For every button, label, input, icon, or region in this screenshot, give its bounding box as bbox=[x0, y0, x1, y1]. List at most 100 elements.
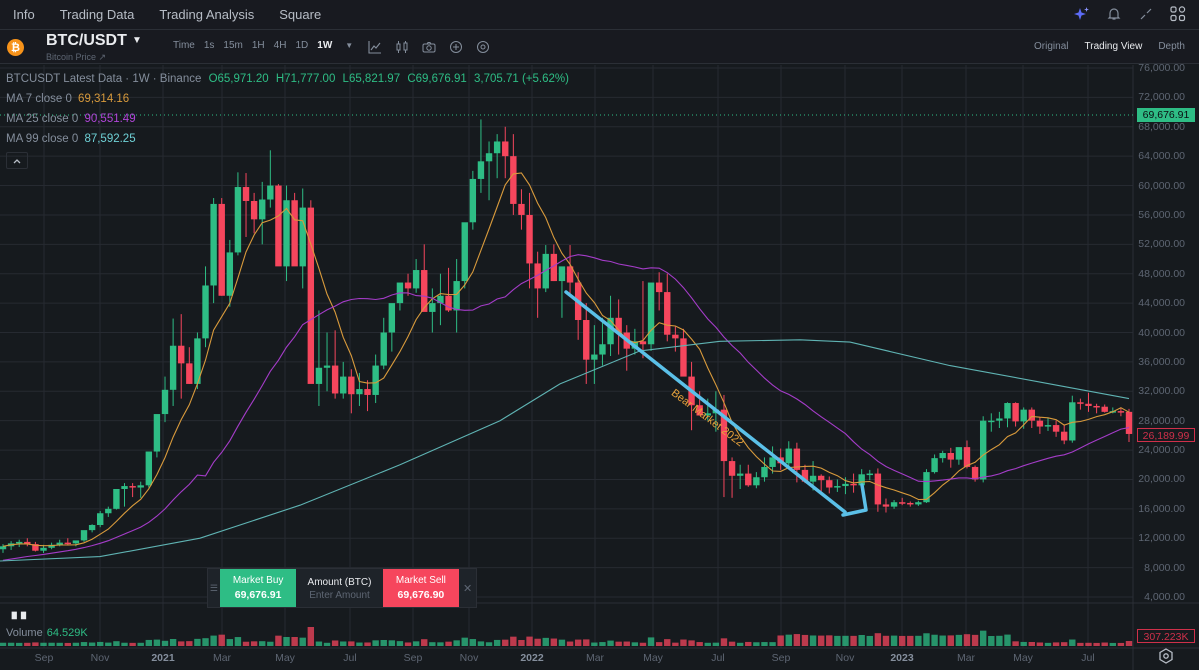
price-axis-label: 76,000.00 bbox=[1138, 62, 1185, 74]
pair-selector[interactable]: BTC/USDT bbox=[46, 32, 127, 49]
price-axis-label: 52,000.00 bbox=[1138, 238, 1185, 251]
time-axis-label: Mar bbox=[585, 652, 605, 664]
time-axis-label: Sep bbox=[771, 652, 791, 664]
price-axis-label: 8,000.00 bbox=[1144, 561, 1185, 574]
ma25-value: 90,551.49 bbox=[84, 113, 136, 125]
time-axis-label: Sep bbox=[34, 652, 54, 664]
interval-selector: Time 1s 15m 1H 4H 1D 1W ▼ bbox=[173, 40, 362, 51]
nav-info[interactable]: Info bbox=[13, 7, 35, 22]
price-axis-label: 32,000.00 bbox=[1138, 385, 1185, 398]
caret-down-icon[interactable]: ▼ bbox=[132, 35, 142, 46]
ma7-value: 69,314.16 bbox=[78, 93, 130, 105]
ai-sparkle-icon[interactable] bbox=[1073, 4, 1091, 24]
legend-low: L65,821.97 bbox=[342, 73, 401, 85]
camera-icon[interactable] bbox=[420, 38, 437, 55]
view-original[interactable]: Original bbox=[1034, 41, 1069, 52]
time-axis-label: May bbox=[275, 652, 295, 664]
time-axis-label: Sep bbox=[403, 652, 423, 664]
price-axis-label: 12,000.00 bbox=[1138, 532, 1185, 545]
price-axis-label: 20,000.00 bbox=[1138, 473, 1185, 486]
legend-open: O65,971.20 bbox=[208, 73, 269, 85]
price-axis-label: 16,000.00 bbox=[1138, 502, 1185, 515]
nav-square[interactable]: Square bbox=[279, 7, 322, 22]
interval-more-caret-icon[interactable]: ▼ bbox=[345, 41, 354, 50]
price-axis-label: 28,000.00 bbox=[1138, 414, 1185, 427]
volume-value: 64.529K bbox=[46, 627, 88, 639]
volume-tag: 307.223K bbox=[1137, 629, 1195, 643]
price-axis-label: 24,000.00 bbox=[1138, 444, 1185, 457]
volume-label: Volume bbox=[6, 627, 43, 639]
chart-area[interactable]: BTCUSDT Latest Data · 1W · Binance O65,9… bbox=[0, 62, 1199, 670]
bell-icon[interactable] bbox=[1105, 4, 1123, 24]
chart-settings-icon[interactable] bbox=[474, 38, 491, 55]
candlestick-chart[interactable] bbox=[0, 65, 1199, 670]
interval-15m[interactable]: 15m bbox=[223, 40, 243, 51]
view-trading-view[interactable]: Trading View bbox=[1084, 41, 1143, 52]
time-axis-label: Nov bbox=[459, 652, 479, 664]
time-axis-label: Jul bbox=[711, 652, 725, 664]
market-buy-button[interactable]: Market Buy 69,676.91 bbox=[219, 569, 297, 607]
price-axis-label: 60,000.00 bbox=[1138, 179, 1185, 192]
collapse-legend-button[interactable] bbox=[6, 152, 28, 169]
price-axis-label: 44,000.00 bbox=[1138, 297, 1185, 310]
axis-settings-icon[interactable] bbox=[1158, 648, 1174, 664]
market-buy-label: Market Buy bbox=[232, 575, 284, 586]
bitcoin-price-link[interactable]: Bitcoin Price ↗ bbox=[46, 52, 107, 62]
legend-title: BTCUSDT Latest Data · 1W · Binance bbox=[6, 73, 202, 85]
ma99-value: 87,592.25 bbox=[84, 133, 136, 145]
candle-style-icon[interactable] bbox=[393, 38, 410, 55]
view-depth[interactable]: Depth bbox=[1158, 41, 1185, 52]
market-sell-label: Market Sell bbox=[395, 575, 446, 586]
apps-grid-icon[interactable] bbox=[1169, 4, 1187, 24]
chart-header: ₿ BTC/USDT ▼ Bitcoin Price ↗ Time 1s 15m… bbox=[0, 30, 1199, 64]
interval-1s[interactable]: 1s bbox=[203, 40, 215, 51]
interval-time[interactable]: Time bbox=[173, 40, 195, 51]
market-buy-price: 69,676.91 bbox=[234, 589, 282, 601]
nav-trading-analysis[interactable]: Trading Analysis bbox=[159, 7, 255, 22]
amount-label: Amount (BTC) bbox=[307, 576, 372, 588]
tradingview-logo-icon: ▘▘ bbox=[12, 612, 31, 626]
indicator-chart-icon[interactable] bbox=[366, 38, 383, 55]
time-axis-label: May bbox=[643, 652, 663, 664]
price-axis-label: 4,000.00 bbox=[1144, 591, 1185, 604]
time-axis-label: Mar bbox=[956, 652, 976, 664]
last-price-tag: 69,676.91 bbox=[1137, 108, 1195, 122]
price-axis-label: 68,000.00 bbox=[1138, 120, 1185, 133]
time-axis-label: Mar bbox=[212, 652, 232, 664]
nav-trading-data[interactable]: Trading Data bbox=[59, 7, 135, 22]
time-axis-label: Nov bbox=[90, 652, 110, 664]
price-axis-label: 48,000.00 bbox=[1138, 267, 1185, 280]
interval-1h[interactable]: 1H bbox=[251, 40, 265, 51]
expand-icon[interactable] bbox=[1137, 4, 1155, 24]
add-indicator-icon[interactable] bbox=[447, 38, 464, 55]
ma25-label: MA 25 close 0 bbox=[6, 113, 79, 125]
market-sell-button[interactable]: Market Sell 69,676.90 bbox=[382, 569, 460, 607]
price-axis-label: 72,000.00 bbox=[1138, 91, 1185, 104]
interval-1w[interactable]: 1W bbox=[317, 40, 333, 51]
chart-tools bbox=[366, 38, 491, 55]
current-price-tag: 26,189.99 bbox=[1137, 428, 1195, 442]
quick-trade-panel: ☰ Market Buy 69,676.91 Amount (BTC) Mark… bbox=[207, 568, 477, 608]
time-axis-label: Nov bbox=[835, 652, 855, 664]
legend-high: H71,777.00 bbox=[275, 73, 336, 85]
chart-legend: BTCUSDT Latest Data · 1W · Binance O65,9… bbox=[6, 72, 569, 152]
interval-1d[interactable]: 1D bbox=[295, 40, 309, 51]
top-navigation: Info Trading Data Trading Analysis Squar… bbox=[0, 0, 1199, 30]
time-axis-label: 2023 bbox=[890, 652, 914, 664]
legend-change: 3,705.71 (+5.62%) bbox=[473, 73, 569, 85]
time-axis-label: 2021 bbox=[151, 652, 175, 664]
close-icon[interactable]: ✕ bbox=[462, 582, 473, 595]
drag-handle-icon[interactable]: ☰ bbox=[209, 582, 218, 593]
bitcoin-logo-icon: ₿ bbox=[7, 39, 24, 56]
ma99-label: MA 99 close 0 bbox=[6, 133, 79, 145]
interval-4h[interactable]: 4H bbox=[273, 40, 287, 51]
amount-input[interactable] bbox=[299, 589, 380, 601]
time-axis-label: Jul bbox=[343, 652, 357, 664]
ma7-label: MA 7 close 0 bbox=[6, 93, 72, 105]
price-axis-label: 40,000.00 bbox=[1138, 326, 1185, 339]
time-axis-label: 2022 bbox=[520, 652, 544, 664]
legend-close: C69,676.91 bbox=[407, 73, 467, 85]
time-axis-label: May bbox=[1013, 652, 1033, 664]
price-axis-label: 36,000.00 bbox=[1138, 355, 1185, 368]
time-axis-label: Jul bbox=[1081, 652, 1095, 664]
